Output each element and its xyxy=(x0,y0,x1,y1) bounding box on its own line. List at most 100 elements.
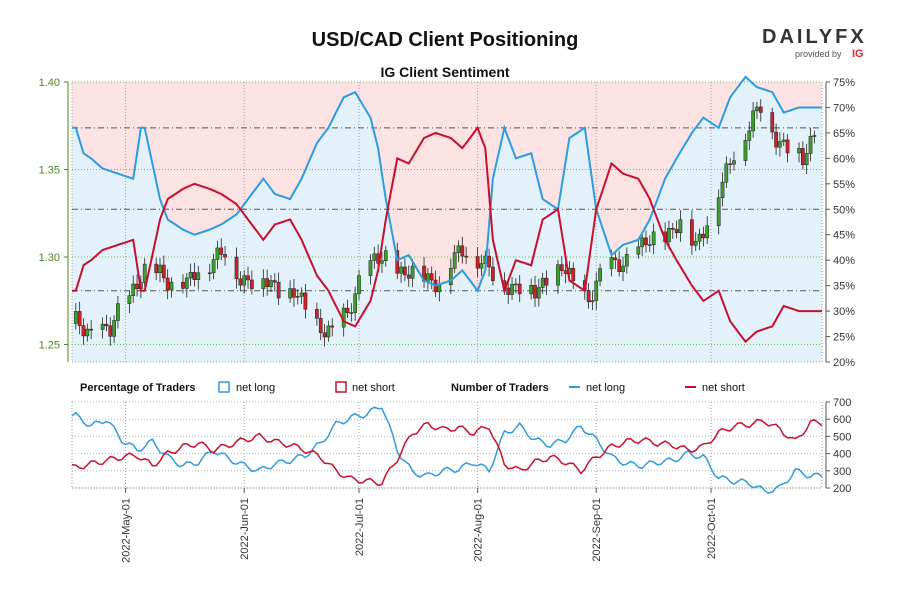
candle-body xyxy=(246,275,250,281)
candle-body xyxy=(452,252,457,269)
chart-subtitle: IG Client Sentiment xyxy=(380,64,509,80)
candle-body xyxy=(701,233,706,239)
legend-pct-long-label: net long xyxy=(236,382,275,394)
x-tick-label: 2022-May-01 xyxy=(121,498,133,563)
candle-body xyxy=(571,267,576,281)
candle-body xyxy=(781,139,786,142)
candle-body xyxy=(108,325,113,337)
candle-body xyxy=(223,254,227,258)
candle-body xyxy=(529,285,534,295)
candle-body xyxy=(77,311,82,326)
candle-body xyxy=(100,323,105,330)
candle-body xyxy=(345,307,350,314)
candle-body xyxy=(142,263,147,283)
candle-body xyxy=(812,135,817,137)
candle-body xyxy=(670,227,675,230)
candle-body xyxy=(716,197,721,227)
candle-body xyxy=(353,293,358,313)
legend: Percentage of Traders net long net short Nu… xyxy=(80,381,745,394)
candle-body xyxy=(349,312,354,314)
net-short-pct-line xyxy=(72,125,822,344)
candle-body xyxy=(181,281,185,289)
candle-body xyxy=(563,270,568,274)
candle-body xyxy=(448,268,453,285)
candle-body xyxy=(261,278,266,289)
candle-body xyxy=(540,277,545,288)
candle-body xyxy=(406,274,411,279)
legend-pct-short-label: net short xyxy=(352,382,395,394)
candle-body xyxy=(326,325,331,338)
candle-body xyxy=(238,278,243,286)
right-tick-label: 40% xyxy=(833,255,855,267)
legend-num-long-label: net long xyxy=(586,382,625,394)
candle-body xyxy=(609,257,614,269)
dailyfx-logo-text: DAILYFX xyxy=(762,26,867,48)
candle-body xyxy=(357,275,361,295)
candle-body xyxy=(647,244,652,246)
left-tick-label: 1.25 xyxy=(39,340,60,352)
trader-count-panel: 200 300 400 500 600 700 xyxy=(71,397,851,495)
candle-body xyxy=(732,160,736,165)
candle-body xyxy=(667,227,671,243)
candle-body xyxy=(556,264,560,286)
candle-body xyxy=(242,275,247,286)
right-tick-label: 25% xyxy=(833,332,855,344)
right-tick-label: 60% xyxy=(833,153,855,165)
candle-body xyxy=(383,250,388,261)
candle-body xyxy=(295,296,300,298)
candle-body xyxy=(475,256,480,269)
candle-body xyxy=(544,277,549,286)
candle-body xyxy=(617,259,622,273)
candle-body xyxy=(81,325,86,337)
candle-body xyxy=(533,285,537,299)
candle-body xyxy=(154,263,159,274)
dailyfx-provided-by: provided by xyxy=(795,49,842,59)
candle-body xyxy=(464,255,468,258)
candle-body xyxy=(112,320,116,337)
lower-right-tick-label: 300 xyxy=(833,466,851,478)
lower-plot-frame xyxy=(71,401,823,489)
net-short-count-line xyxy=(71,418,823,487)
candle-body xyxy=(207,272,212,275)
right-tick-label: 30% xyxy=(833,306,855,318)
candle-body xyxy=(797,148,801,154)
candle-body xyxy=(586,290,591,303)
lower-right-tick-label: 500 xyxy=(833,431,851,443)
candle-body xyxy=(801,148,805,166)
x-tick-label: 2022-Aug-01 xyxy=(473,498,485,562)
x-tick-label: 2022-Sep-01 xyxy=(591,498,603,562)
left-tick-label: 1.40 xyxy=(39,77,60,89)
candle-body xyxy=(249,279,254,289)
candle-body xyxy=(196,272,201,280)
net-short-area xyxy=(72,76,822,291)
candle-body xyxy=(219,247,224,255)
candle-body xyxy=(234,256,239,280)
right-tick-label: 50% xyxy=(833,204,855,216)
candle-body xyxy=(644,237,648,246)
candle-body xyxy=(724,163,729,183)
right-tick-label: 65% xyxy=(833,128,855,140)
candle-body xyxy=(487,255,491,268)
candle-body xyxy=(743,140,748,161)
candle-body xyxy=(808,136,813,154)
candle-body xyxy=(514,283,518,286)
candle-body xyxy=(720,181,725,198)
candle-body xyxy=(491,266,495,281)
candle-body xyxy=(804,153,809,166)
lower-right-tick-label: 400 xyxy=(833,449,851,461)
candle-body xyxy=(372,253,377,261)
right-tick-label: 35% xyxy=(833,281,855,293)
candle-body xyxy=(690,219,694,246)
candle-body xyxy=(678,219,683,234)
candle-body xyxy=(613,257,618,261)
candle-body xyxy=(674,229,679,234)
candle-body xyxy=(85,328,90,337)
candle-body xyxy=(161,264,166,279)
x-tick-label: 2022-Oct-01 xyxy=(706,498,718,559)
candle-body xyxy=(598,268,602,282)
candle-body xyxy=(758,106,763,113)
candle-body xyxy=(506,287,511,295)
candle-body xyxy=(697,233,702,242)
lower-right-tick-label: 700 xyxy=(833,397,851,409)
